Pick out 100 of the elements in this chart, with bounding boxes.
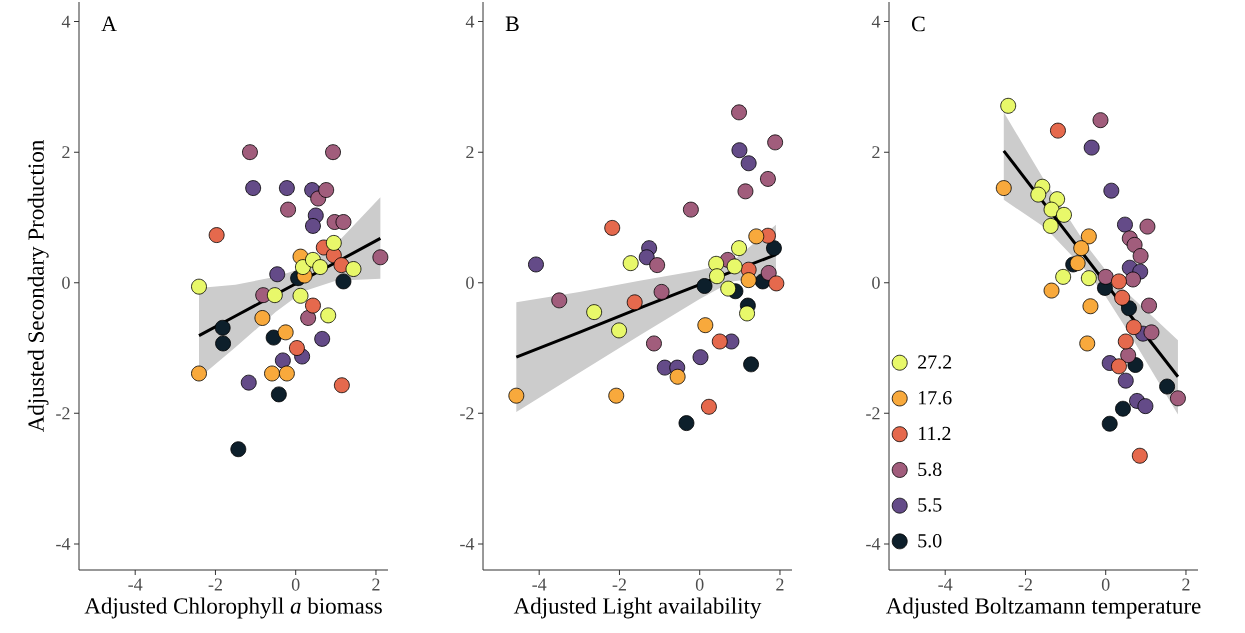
point: [230, 441, 247, 458]
point: [626, 294, 643, 311]
point: [711, 333, 728, 350]
x-axis-title: Adjusted Boltzamann temperature: [885, 597, 1201, 619]
point: [669, 368, 686, 385]
point: [1042, 218, 1059, 234]
x-tick-label: 0: [695, 578, 704, 591]
point: [720, 280, 737, 297]
point: [726, 258, 743, 275]
point: [305, 297, 321, 314]
point: [289, 340, 305, 356]
point: [1097, 268, 1114, 285]
point: [270, 386, 287, 403]
point: [208, 227, 225, 243]
y-tick-label: -4: [56, 537, 71, 550]
y-tick-label: 0: [466, 276, 474, 289]
point: [215, 335, 231, 352]
point: [1125, 319, 1142, 336]
point: [1143, 324, 1160, 341]
point: [767, 134, 784, 151]
point: [325, 235, 342, 251]
point: [1056, 206, 1072, 223]
point: [696, 278, 713, 294]
x-tick-label: -4: [938, 578, 953, 591]
x-tick-label: -4: [128, 578, 143, 591]
point: [265, 329, 282, 346]
x-tick-label: 2: [372, 578, 380, 591]
point: [731, 142, 748, 159]
legend-label: 5.5: [918, 498, 942, 512]
legend-label: 5.8: [918, 462, 942, 477]
point: [739, 305, 755, 322]
point: [325, 144, 341, 161]
x-tick-label: -2: [208, 578, 222, 591]
y-axis-title: Adjusted Secondary Production: [27, 140, 49, 433]
y-tick-label: 2: [872, 146, 880, 159]
x-tick-label: 2: [1182, 578, 1190, 591]
legend-label: 11.2: [918, 426, 951, 441]
point: [604, 220, 621, 236]
point: [708, 255, 725, 272]
point: [1092, 112, 1109, 129]
point: [1170, 390, 1186, 407]
legend-label: 5.0: [918, 533, 942, 548]
point: [528, 256, 544, 273]
point: [345, 261, 362, 277]
y-tick-label: 0: [872, 276, 880, 289]
point: [622, 255, 639, 272]
point: [995, 180, 1012, 196]
point: [1030, 186, 1047, 203]
point: [740, 155, 757, 172]
point: [1069, 255, 1086, 272]
point: [274, 352, 291, 369]
point: [1043, 282, 1060, 299]
x-tick-label: 2: [776, 578, 784, 591]
point: [1080, 228, 1097, 245]
point: [278, 180, 295, 196]
point: [1043, 201, 1060, 218]
point: [731, 104, 747, 121]
y-tick-label: 2: [62, 146, 70, 159]
point: [760, 265, 777, 281]
chart-title: B: [505, 16, 519, 32]
point: [1159, 378, 1176, 395]
x-axis-title: Adjusted Light availability: [513, 597, 762, 619]
x-tick-label: 0: [291, 578, 300, 591]
x-tick-label: 0: [1101, 578, 1110, 591]
x-tick-label: -2: [1018, 578, 1032, 591]
x-tick-label: -2: [612, 578, 626, 591]
point: [692, 349, 709, 366]
point: [1103, 182, 1120, 199]
point: [586, 304, 603, 321]
point: [242, 144, 258, 161]
point: [335, 273, 352, 290]
legend-label: 17.6: [918, 391, 952, 405]
chart-title: C: [911, 16, 925, 32]
point: [292, 287, 309, 304]
point: [682, 201, 699, 218]
point: [697, 317, 714, 334]
point: [737, 183, 754, 200]
point: [638, 249, 655, 266]
point: [305, 218, 321, 234]
point: [278, 365, 295, 382]
point: [1141, 297, 1157, 314]
point: [214, 319, 231, 336]
point: [743, 356, 759, 373]
y-tick-label: -2: [56, 407, 70, 420]
x-axis-title: Adjusted Chlorophyll a biomass: [84, 597, 382, 619]
point: [1132, 248, 1149, 264]
point: [277, 324, 294, 341]
point: [748, 228, 765, 245]
point: [300, 310, 317, 326]
y-tick-label: 0: [62, 276, 70, 289]
point: [1115, 400, 1131, 417]
point: [1101, 415, 1118, 432]
point: [1125, 271, 1141, 288]
point: [191, 278, 207, 295]
point: [318, 182, 335, 198]
point: [1079, 335, 1096, 352]
point: [1139, 218, 1156, 235]
point: [1082, 298, 1099, 315]
point: [678, 415, 695, 432]
point: [1000, 97, 1017, 114]
